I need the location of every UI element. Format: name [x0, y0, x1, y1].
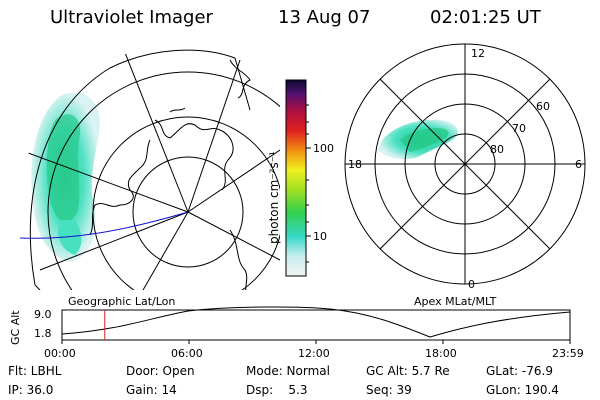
info-glat: GLat: -76.9 [486, 364, 553, 378]
info-gain: Gain: 14 [126, 383, 177, 397]
mlat-label-80: 80 [490, 143, 504, 156]
altitude-ytick-high: 9.0 [34, 308, 52, 321]
altitude-xtick-0: 00:00 [44, 347, 76, 360]
geo-boundary [29, 49, 251, 290]
time-label: 02:01:25 UT [430, 7, 541, 28]
aurora-emission-polar [378, 119, 458, 160]
polar-caption: Apex MLat/MLT [414, 295, 497, 308]
mlt-label-0: 0 [468, 278, 475, 291]
altitude-xticks [61, 340, 571, 344]
info-filter: Flt: LBHL [8, 364, 62, 378]
polar-grid [344, 43, 586, 285]
colorbar-tick-100: 100 [313, 142, 334, 155]
mlat-label-60: 60 [536, 100, 550, 113]
altitude-xtick-4: 23:59 [552, 347, 584, 360]
geo-caption: Geographic Lat/Lon [68, 295, 175, 308]
mlt-label-18: 18 [348, 158, 362, 171]
altitude-xtick-3: 18:00 [425, 347, 457, 360]
colorbar [285, 79, 311, 277]
satellite-track [20, 211, 189, 239]
geographic-map [20, 42, 280, 290]
altitude-xtick-1: 06:00 [171, 347, 203, 360]
altitude-plot [61, 306, 571, 344]
mlt-label-6: 6 [575, 158, 582, 171]
info-glon: GLon: 190.4 [486, 383, 559, 397]
geo-graticule [20, 42, 280, 290]
info-gc-alt: GC Alt: 5.7 Re [366, 364, 450, 378]
altitude-ytick-low: 1.8 [34, 327, 52, 340]
altitude-xtick-2: 12:00 [298, 347, 330, 360]
mlt-label-12: 12 [471, 47, 485, 60]
info-dsp: Dsp: 5.3 [246, 383, 308, 397]
date-label: 13 Aug 07 [278, 7, 371, 28]
polar-map [344, 43, 586, 285]
info-mode: Mode: Normal [246, 364, 330, 378]
info-seq: Seq: 39 [366, 383, 412, 397]
altitude-curve [61, 306, 571, 338]
altitude-ylabel: GC Alt [9, 310, 22, 345]
coastline [89, 59, 251, 290]
instrument-title: Ultraviolet Imager [50, 7, 213, 28]
info-door: Door: Open [126, 364, 195, 378]
info-ip: IP: 36.0 [8, 383, 54, 397]
colorbar-unit-label: photon cm⁻²s⁻¹ [267, 151, 281, 244]
colorbar-tick-10: 10 [313, 230, 327, 243]
mlat-label-70: 70 [512, 122, 526, 135]
